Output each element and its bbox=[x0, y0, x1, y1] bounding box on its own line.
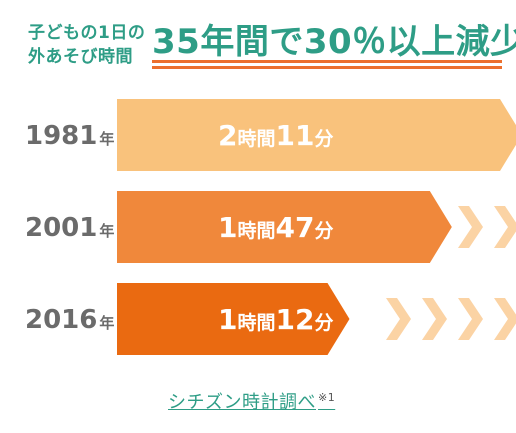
headline-underline-bottom bbox=[152, 66, 502, 69]
chevron-2016-1 bbox=[386, 298, 411, 340]
subtitle-line-1: 子どもの1日の bbox=[28, 23, 146, 43]
bar-chart: 1981 年 2時間11分 2001 年 1時間47分 2016 年 1時間12分 bbox=[25, 99, 516, 355]
bar-2001 bbox=[117, 191, 452, 263]
chevron-2001-2 bbox=[494, 206, 516, 248]
year-label-2001: 2001 年 bbox=[25, 213, 114, 243]
chevron-2016-4 bbox=[494, 298, 516, 340]
headline-underline-top bbox=[152, 60, 502, 63]
chevron-2016-3 bbox=[458, 298, 483, 340]
chevron-2016-2 bbox=[422, 298, 447, 340]
bar-2016 bbox=[117, 283, 350, 355]
year-label-1981: 1981 年 bbox=[25, 121, 114, 151]
value-label-2001: 1時間47分 bbox=[218, 211, 333, 244]
headline: 35年間で30％以上減少 bbox=[152, 22, 516, 62]
source-note: ※1 bbox=[318, 391, 336, 404]
year-label-2016: 2016 年 bbox=[25, 305, 114, 335]
chevron-2001-1 bbox=[458, 206, 483, 248]
source-text[interactable]: シチズン時計調べ bbox=[168, 392, 316, 413]
subtitle-line-2: 外あそび時間 bbox=[28, 47, 133, 67]
value-label-1981: 2時間11分 bbox=[218, 119, 333, 152]
source-link[interactable]: シチズン時計調べ ※1 bbox=[168, 388, 335, 414]
value-label-2016: 1時間12分 bbox=[218, 303, 333, 336]
bar-1981 bbox=[117, 99, 516, 171]
